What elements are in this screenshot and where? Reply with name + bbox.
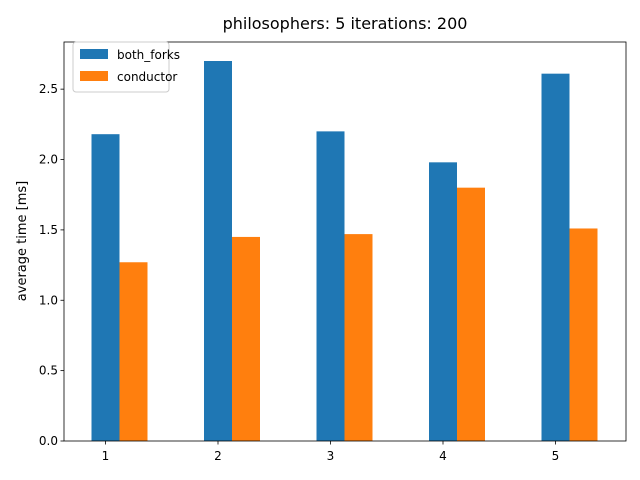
bar-conductor-4 bbox=[457, 187, 485, 441]
bar-conductor-2 bbox=[232, 236, 260, 441]
x-tick-label-4: 4 bbox=[439, 449, 447, 463]
y-tick-label-4: 2.0 bbox=[39, 153, 58, 167]
legend-swatch-both_forks bbox=[80, 49, 108, 59]
bar-both_forks-5 bbox=[541, 73, 570, 442]
bar-conductor-5 bbox=[569, 228, 598, 441]
bar-conductor-3 bbox=[344, 234, 373, 441]
bars-layer bbox=[91, 61, 598, 442]
x-tick-label-2: 2 bbox=[214, 449, 222, 463]
axes-layer: 0.0 0.5 1.0 1.5 2.0 2.5 1 2 3 4 5 bbox=[39, 41, 627, 463]
bar-conductor-1 bbox=[119, 262, 148, 441]
legend: both_forks conductor bbox=[72, 41, 180, 93]
y-tick-label-2: 1.0 bbox=[39, 293, 58, 307]
y-tick-label-1: 0.5 bbox=[39, 364, 58, 378]
legend-label-both_forks: both_forks bbox=[117, 48, 180, 62]
bar-both_forks-1 bbox=[91, 134, 120, 441]
y-tick-label-0: 0.0 bbox=[39, 434, 58, 448]
bar-both_forks-2 bbox=[204, 61, 232, 441]
y-tick-label-3: 1.5 bbox=[39, 223, 58, 237]
y-tick-label-5: 2.5 bbox=[39, 82, 58, 96]
bar-both_forks-3 bbox=[316, 131, 345, 441]
legend-label-conductor: conductor bbox=[117, 70, 177, 84]
plot-frame bbox=[63, 41, 627, 442]
bar-both_forks-4 bbox=[429, 162, 457, 441]
x-tick-label-5: 5 bbox=[552, 449, 560, 463]
chart-title: philosophers: 5 iterations: 200 bbox=[223, 14, 468, 33]
y-axis-label: average time [ms] bbox=[15, 181, 30, 301]
x-tick-label-1: 1 bbox=[102, 449, 110, 463]
x-tick-label-3: 3 bbox=[327, 449, 335, 463]
legend-swatch-conductor bbox=[80, 71, 108, 81]
